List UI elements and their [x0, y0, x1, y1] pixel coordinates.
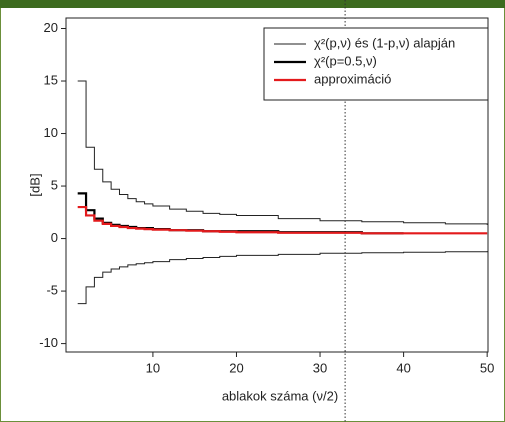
y-tick-label: 0 — [51, 230, 58, 245]
x-tick-label: 10 — [146, 360, 160, 375]
step-line — [77, 205, 488, 235]
y-axis-label: [dB] — [27, 173, 42, 196]
y-tick-label: 10 — [44, 125, 58, 140]
x-tick-label: 50 — [480, 360, 494, 375]
x-tick-label: 30 — [313, 360, 327, 375]
y-tick-label: -10 — [39, 335, 58, 350]
x-axis-label: ablakok száma (ν/2) — [222, 388, 338, 403]
y-tick-label: 5 — [51, 177, 58, 192]
y-tick-label: 15 — [44, 72, 58, 87]
plot-frame — [65, 17, 489, 353]
y-tick-label: -5 — [46, 283, 58, 298]
legend-label: approximáció — [314, 71, 391, 86]
y-tick-label: 20 — [44, 20, 58, 35]
legend-label: χ²(p,ν) és (1-p,ν) alapján — [314, 35, 455, 50]
step-line — [77, 251, 488, 305]
x-tick-label: 20 — [229, 360, 243, 375]
step-line — [77, 80, 488, 225]
header-bar — [0, 0, 505, 8]
legend-box — [263, 27, 489, 101]
legend-label: χ²(p=0.5,ν) — [314, 53, 377, 68]
x-tick-label: 40 — [396, 360, 410, 375]
